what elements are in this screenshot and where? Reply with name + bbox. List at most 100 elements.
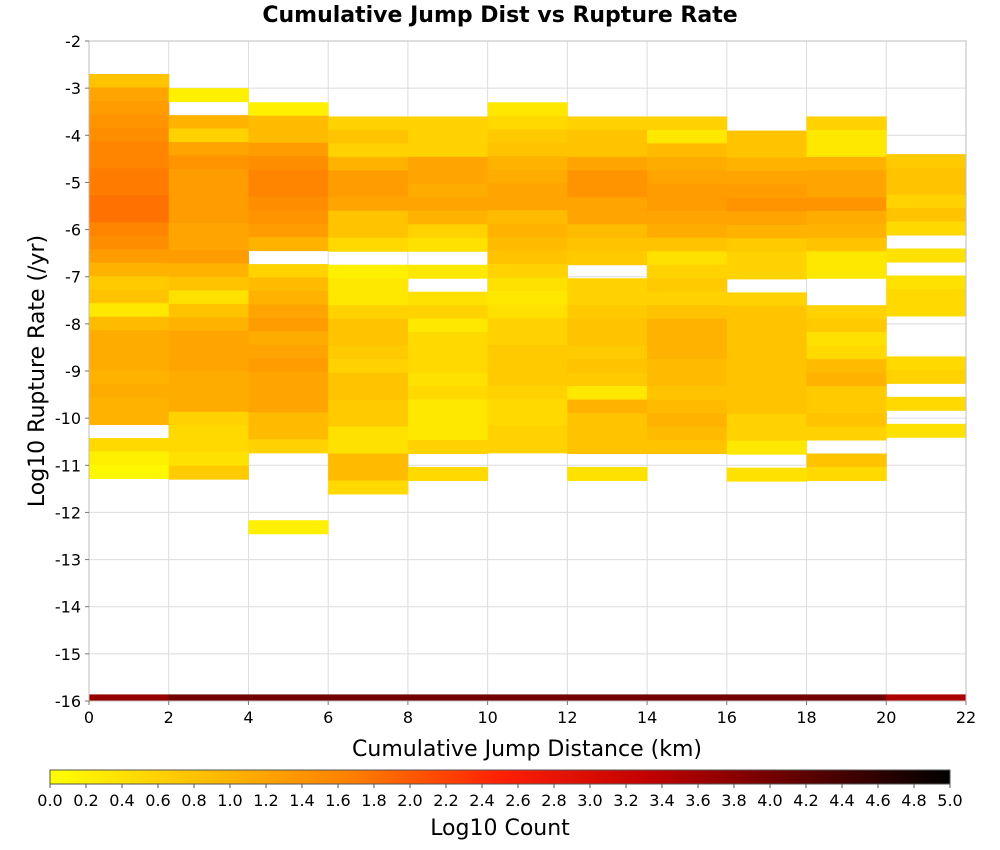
heatmap-cell: [726, 197, 808, 212]
heatmap-cell: [567, 332, 648, 347]
heatmap-cell: [248, 129, 329, 144]
heatmap-cell: [407, 237, 489, 252]
y-tick-label: -9: [65, 362, 81, 381]
colorbar-tick-label: 4.8: [901, 791, 926, 810]
colorbar-tick-label: 1.2: [253, 791, 278, 810]
heatmap-cell: [168, 249, 249, 264]
heatmap-cell: [806, 156, 887, 171]
heatmap-cell: [806, 426, 887, 441]
heatmap-cell: [89, 276, 170, 291]
heatmap-cell: [328, 264, 409, 279]
heatmap-cell: [647, 183, 728, 198]
heatmap-cell: [407, 129, 489, 144]
heatmap-cell: [726, 184, 808, 199]
heatmap-cell: [886, 167, 967, 182]
colorbar-tick-label: 2.8: [541, 791, 566, 810]
y-axis-title: Log10 Rupture Rate (/yr): [25, 235, 50, 507]
heatmap-cell: [248, 331, 329, 346]
colorbar-tick-label: 3.2: [613, 791, 638, 810]
heatmap-cell: [806, 251, 887, 266]
heatmap-cell: [726, 292, 808, 307]
heatmap-cell: [168, 196, 249, 210]
heatmap-cell: [328, 453, 409, 468]
heatmap-cell: [567, 224, 648, 239]
heatmap-cell: [328, 359, 409, 374]
heatmap-cell: [89, 411, 170, 426]
x-tick-label: 2: [164, 708, 174, 727]
heatmap-cell: [168, 263, 249, 278]
heatmap-cell: [248, 398, 329, 413]
heatmap-cell: [567, 210, 648, 225]
heatmap-cell: [89, 222, 170, 237]
heatmap-cell: [328, 210, 409, 225]
colorbar-tick-label: 4.2: [793, 791, 818, 810]
heatmap-cell-bottom-row: [487, 694, 568, 701]
colorbar-tick-label: 1.0: [217, 791, 242, 810]
heatmap-cell: [487, 115, 568, 130]
heatmap-cell: [248, 291, 329, 306]
heatmap-cell: [168, 317, 249, 332]
heatmap-cell: [248, 277, 329, 292]
x-axis-title: Cumulative Jump Distance (km): [352, 737, 702, 762]
heatmap-cell: [726, 305, 808, 320]
heatmap-cell: [567, 197, 648, 212]
heatmap-cell: [89, 316, 170, 331]
heatmap-cell: [647, 237, 728, 252]
heatmap-cell: [89, 357, 170, 372]
heatmap-cell: [726, 427, 808, 442]
heatmap-cell: [89, 370, 170, 385]
heatmap-cell: [89, 100, 170, 115]
heatmap-cell: [328, 291, 409, 306]
heatmap-cell: [726, 400, 808, 415]
heatmap-cell: [726, 440, 808, 455]
heatmap-cell: [806, 413, 887, 428]
heatmap-cell: [407, 386, 489, 401]
heatmap-cell: [647, 291, 728, 306]
heatmap-cell: [806, 345, 887, 360]
heatmap-cell: [407, 345, 489, 360]
heatmap-cell: [89, 303, 170, 318]
heatmap-cell: [567, 426, 648, 441]
x-tick-label: 10: [477, 708, 497, 727]
heatmap-cell: [407, 264, 489, 279]
heatmap-cell: [328, 480, 409, 495]
heatmap-cell: [407, 318, 489, 333]
heatmap-cell: [89, 397, 170, 412]
heatmap-cell: [647, 156, 728, 171]
heatmap-cell: [726, 130, 808, 145]
heatmap-cell: [647, 440, 728, 454]
heatmap-cell: [886, 181, 967, 196]
heatmap-cell: [886, 154, 967, 169]
colorbar: [49, 769, 951, 785]
heatmap-cell: [567, 318, 648, 333]
heatmap-cell: [806, 372, 887, 387]
x-tick-label: 16: [717, 708, 737, 727]
heatmap-cell: [567, 237, 648, 252]
heatmap-cell: [886, 221, 967, 236]
colorbar-tick-label: 1.6: [325, 791, 350, 810]
heatmap-cell: [89, 87, 170, 102]
x-tick-label: 20: [876, 708, 896, 727]
heatmap-cell: [248, 264, 329, 279]
heatmap-cell: [726, 373, 808, 388]
heatmap-cell: [487, 183, 568, 198]
heatmap-cell: [647, 197, 728, 212]
heatmap-cell: [89, 465, 170, 479]
y-tick-label: -10: [55, 409, 81, 428]
heatmap-cell: [726, 224, 808, 239]
heatmap-cell-bottom-row: [726, 694, 808, 701]
heatmap-cell: [89, 181, 170, 196]
heatmap-cell: [248, 520, 329, 535]
heatmap-cell: [89, 74, 170, 88]
heatmap-cell: [886, 208, 967, 223]
heatmap-cell: [726, 413, 808, 428]
heatmap-cell: [168, 398, 249, 413]
heatmap-cell: [407, 224, 489, 239]
heatmap-cell: [168, 425, 249, 440]
heatmap-cell: [248, 156, 329, 171]
heatmap-cell: [806, 332, 887, 347]
heatmap-cell: [487, 412, 568, 427]
colorbar-tick-label: 1.4: [289, 791, 314, 810]
heatmap-cell: [168, 115, 249, 130]
heatmap-cell: [407, 466, 489, 481]
